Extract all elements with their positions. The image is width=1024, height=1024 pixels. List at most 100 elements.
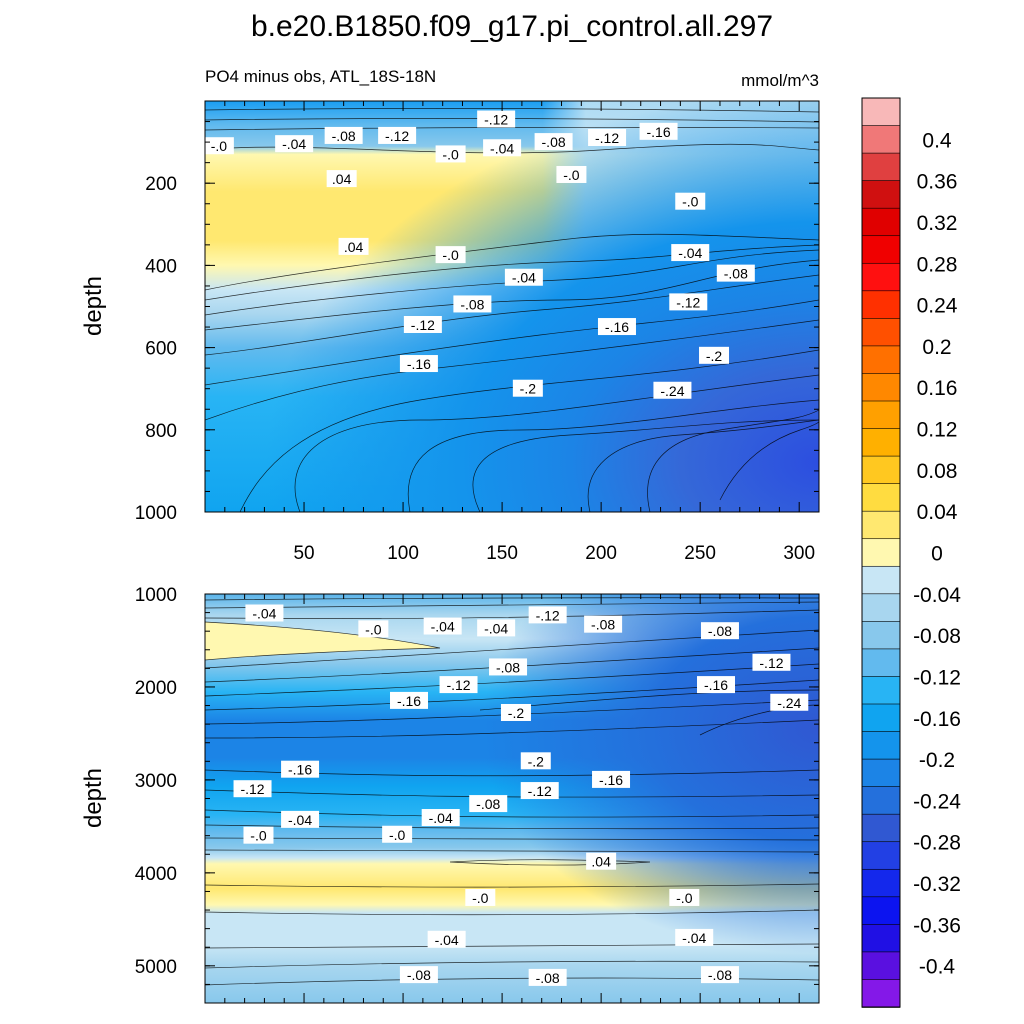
contour-label-box [700, 622, 739, 640]
contour-label-box [465, 888, 496, 906]
colorbar-label: 0.4 [922, 129, 952, 152]
colorbar-swatch [861, 951, 901, 981]
contour-label-text: -.12 [446, 677, 470, 693]
colorbar-label: -0.4 [919, 956, 956, 979]
contour-label-text: -.08 [724, 266, 748, 282]
contour-label: -.08 [324, 126, 363, 144]
contour-label: -.04 [504, 268, 543, 286]
contour-label-box [281, 760, 320, 778]
contour-label-text: -.04 [490, 140, 514, 156]
contour-label-text: -.04 [431, 619, 455, 635]
lower-contour-labels: -.04 -.0 -.04 -.04 -.12 -.08 -.08 -.08 -.12 -.12 -… [233, 604, 809, 986]
contour-label-text: -.08 [496, 659, 520, 675]
contour-label-box [653, 381, 692, 399]
panel-units: mmol/m^3 [741, 71, 819, 90]
contour-label-box [512, 379, 543, 397]
contour-label: -.12 [588, 128, 627, 146]
contour-label-box [520, 752, 551, 770]
contour-label-text: -.0 [250, 828, 267, 844]
contour-label-box [597, 318, 636, 336]
contour-label-text: -.04 [435, 932, 459, 948]
colorbar-swatch [861, 373, 901, 402]
colorbar-label: 0.32 [917, 212, 958, 235]
colorbar-swatch [861, 97, 901, 127]
contour-label-text: -.16 [605, 319, 629, 335]
contour-label: -.16 [592, 770, 631, 788]
contour-label-box [245, 604, 284, 622]
colorbar-label: -0.32 [913, 873, 961, 896]
contour-label-text: -.08 [407, 967, 431, 983]
contour-label: -.0 [382, 825, 413, 843]
contour-label-text: -.0 [442, 247, 459, 263]
contour-label-box [534, 133, 573, 151]
colorbar-swatch [861, 676, 901, 705]
lower-y-axis-label: depth [80, 768, 107, 828]
colorbar-label: 0 [931, 543, 943, 566]
colorbar-label: -0.28 [913, 832, 961, 855]
colorbar-label: -0.16 [913, 708, 961, 731]
contour-label-text: -.12 [385, 128, 409, 144]
lower-field-deep [205, 594, 819, 1003]
contour-label-text: -.12 [759, 655, 783, 671]
contour-label: -.2 [512, 379, 543, 397]
x-tick-label: 100 [387, 543, 419, 564]
contour-label-box [592, 770, 631, 788]
contour-label: -.12 [752, 653, 791, 671]
contour-label: -.2 [520, 752, 551, 770]
colorbar-swatch [861, 648, 901, 678]
contour-label: -.08 [716, 264, 755, 282]
contour-label-box [584, 615, 623, 633]
colorbar-swatch [861, 703, 901, 733]
contour-label-box [233, 780, 272, 798]
colorbar-swatch [861, 152, 901, 182]
contour-label-text: -.2 [520, 381, 537, 397]
contour-label: -.12 [378, 126, 417, 144]
contour-label-box [243, 826, 274, 844]
contour-label: -.16 [281, 760, 320, 778]
contour-label-text: -.04 [678, 245, 702, 261]
contour-label-box [281, 810, 320, 828]
contour-label-text: .04 [591, 854, 611, 870]
contour-label: -.12 [669, 293, 708, 311]
contour-label-box [477, 619, 516, 637]
colorbar-swatch [861, 235, 901, 265]
contour-label-box [275, 135, 314, 153]
contour-label: -.08 [700, 966, 739, 984]
colorbar-swatch [861, 290, 901, 320]
contour-label-text: -.24 [660, 383, 684, 399]
contour-label-text: -.08 [591, 617, 615, 633]
contour-label-box [399, 966, 438, 984]
contour-label-text: -.04 [288, 812, 312, 828]
colorbar-swatch [861, 510, 901, 540]
colorbar-swatch [861, 428, 901, 457]
contour-label-box [435, 145, 466, 163]
contour-label-text: -.2 [528, 753, 545, 769]
colorbar-label: -0.04 [913, 584, 961, 607]
colorbar [861, 97, 901, 1008]
contour-label: -.12 [520, 782, 559, 800]
figure-title: b.e20.B1850.f09_g17.pi_control.all.297 [251, 10, 773, 43]
lower-shallow-positive-lens [205, 622, 440, 660]
contour-label: -.04 [245, 604, 284, 622]
x-tick-label: 250 [684, 543, 716, 564]
x-tick-label: 200 [585, 543, 617, 564]
y-tick-label: 200 [145, 174, 177, 195]
contour-label: -.0 [675, 192, 706, 210]
contour-label-box [469, 795, 508, 813]
colorbar-swatch [861, 262, 901, 292]
contour-label: -.2 [699, 346, 730, 364]
contour-label: -.04 [675, 928, 714, 946]
colorbar-label: -0.36 [913, 914, 961, 937]
colorbar-swatch [861, 731, 901, 760]
colorbar-swatch [861, 979, 901, 1008]
contour-label-box [770, 693, 809, 711]
contour-label-text: -.0 [211, 138, 228, 154]
contour-label-box [716, 264, 755, 282]
lower-ticks [204, 593, 820, 1004]
colorbar-label: 0.24 [917, 295, 958, 318]
y-tick-label: 600 [145, 339, 177, 360]
contour-label-box [489, 658, 528, 676]
contour-label-text: -.08 [476, 796, 500, 812]
contour-label: -.04 [483, 139, 522, 157]
contour-label-box [477, 110, 516, 128]
